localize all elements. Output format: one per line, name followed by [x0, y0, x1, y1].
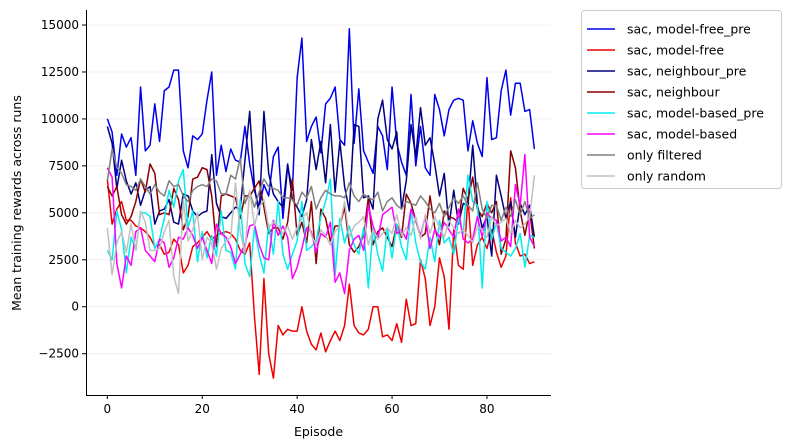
y-tick-label: 0	[71, 300, 79, 314]
y-tick-label: 15000	[41, 18, 79, 32]
grid-lines	[86, 24, 551, 355]
legend: sac, model-free_pre sac, model-free sac, n…	[581, 10, 782, 189]
legend-label: sac, model-free	[627, 43, 724, 58]
x-tick-label: 60	[384, 402, 399, 416]
legend-label: sac, model-free_pre	[627, 22, 751, 37]
series-line	[106, 178, 535, 379]
series-line	[106, 168, 535, 289]
axes	[86, 10, 551, 396]
y-tick-label: −2500	[38, 347, 79, 361]
y-tick-label: 10000	[41, 112, 79, 126]
legend-frame	[581, 10, 782, 189]
x-tick-label: 20	[195, 402, 210, 416]
y-tick-label: 2500	[48, 253, 79, 267]
series-line	[106, 175, 536, 295]
series-line	[106, 148, 535, 222]
y-ticks: −2500 0 2500 5000 7500 10000 12500 15000	[38, 18, 86, 361]
y-tick-label: 12500	[41, 65, 79, 79]
legend-label: sac, neighbour	[627, 85, 720, 100]
y-tick-label: 5000	[48, 206, 79, 220]
legend-label: sac, model-based	[627, 127, 737, 142]
x-axis-label: Episode	[294, 424, 343, 439]
x-tick-label: 0	[104, 402, 112, 416]
legend-label: only random	[627, 169, 706, 184]
series-line	[106, 153, 536, 295]
y-axis-label: Mean training rewards across runs	[9, 95, 24, 311]
x-tick-label: 40	[290, 402, 305, 416]
x-ticks: 0 20 40 60 80	[104, 395, 495, 416]
legend-label: sac, model-based_pre	[627, 106, 764, 121]
series-line	[106, 150, 536, 265]
series-line	[106, 28, 536, 220]
y-tick-label: 7500	[48, 159, 79, 173]
legend-label: only filtered	[627, 148, 702, 163]
series-lines	[106, 28, 536, 379]
series-line	[106, 99, 536, 257]
legend-label: sac, neighbour_pre	[627, 64, 747, 79]
x-tick-label: 80	[479, 402, 494, 416]
